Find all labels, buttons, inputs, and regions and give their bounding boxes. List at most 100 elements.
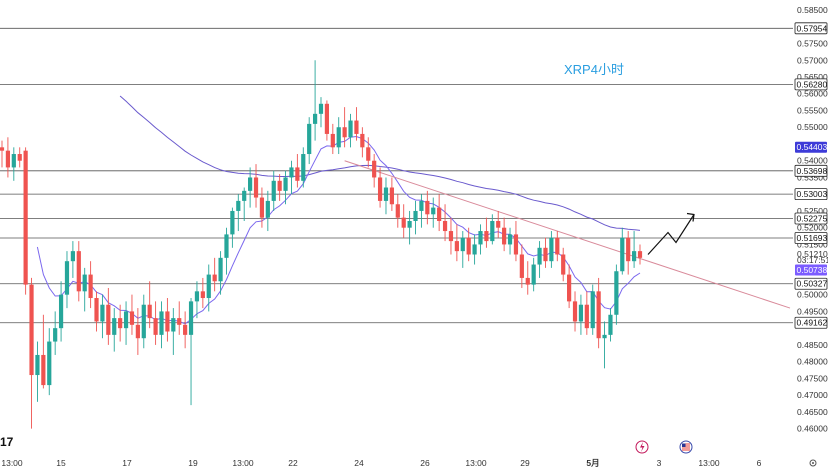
lightning-icon[interactable] bbox=[635, 440, 649, 454]
y-tick-label: 0.46500 bbox=[797, 407, 828, 417]
candle-body bbox=[23, 150, 28, 285]
time-axis[interactable]: 13:00 15 17 19 13:00 22 24 26 13:00 29 5月 3 13:00 6 bbox=[1, 458, 761, 468]
y-tick-label: 0.57000 bbox=[797, 55, 828, 65]
x-tick-label: 13:00 bbox=[465, 458, 487, 468]
candle bbox=[253, 164, 259, 208]
candle bbox=[188, 298, 194, 406]
candle-body bbox=[448, 231, 454, 242]
candle bbox=[177, 301, 182, 335]
candle-body bbox=[17, 154, 22, 161]
candle bbox=[549, 231, 554, 268]
candle-body bbox=[94, 298, 99, 322]
candle-body bbox=[437, 207, 442, 221]
candle-body bbox=[76, 251, 81, 292]
candle-body bbox=[401, 217, 406, 228]
candle bbox=[442, 204, 448, 242]
candle bbox=[330, 123, 335, 155]
candle-body bbox=[419, 200, 424, 211]
y-tick-label: 0.51210 bbox=[797, 249, 828, 259]
candle-body bbox=[490, 221, 495, 242]
level-badge: 0.49162 bbox=[794, 316, 827, 329]
candle-body bbox=[0, 147, 5, 151]
candle bbox=[106, 287, 111, 345]
level-badge-label: 0.53003 bbox=[797, 189, 828, 199]
candle bbox=[572, 291, 578, 332]
candle bbox=[171, 308, 176, 355]
candle bbox=[502, 217, 507, 252]
y-tick-label: 0.46000 bbox=[797, 424, 828, 434]
level-badge-label: 0.56280 bbox=[797, 79, 828, 89]
ma-fast-line bbox=[36, 135, 641, 325]
candle-body bbox=[242, 190, 247, 201]
y-tick-label: 0.57500 bbox=[797, 39, 828, 49]
candle bbox=[135, 308, 140, 355]
candle-body bbox=[212, 274, 217, 282]
x-tick-label: 29 bbox=[520, 458, 530, 468]
candle bbox=[206, 264, 211, 312]
us-flag-icon[interactable] bbox=[679, 440, 693, 454]
candle-body bbox=[502, 227, 507, 245]
descending-trendline bbox=[344, 160, 791, 309]
candle-body bbox=[472, 244, 477, 255]
candle-body bbox=[259, 197, 265, 218]
candle-body bbox=[602, 334, 607, 339]
candle bbox=[11, 147, 16, 181]
candle-body bbox=[395, 204, 400, 218]
candle bbox=[283, 170, 288, 205]
candle-body bbox=[366, 147, 371, 161]
x-tick-label: 3 bbox=[657, 458, 662, 468]
candle-body bbox=[123, 311, 129, 329]
x-tick-label: 17 bbox=[122, 458, 132, 468]
x-tick-label: 22 bbox=[288, 458, 298, 468]
candle-body bbox=[253, 177, 259, 198]
candle-body bbox=[106, 304, 111, 335]
settings-gear-icon[interactable] bbox=[809, 459, 817, 467]
candle bbox=[478, 224, 483, 255]
y-tick-label: 0.47500 bbox=[797, 373, 828, 383]
level-badge: 0.56280 bbox=[794, 78, 828, 91]
candle bbox=[112, 308, 117, 352]
candle bbox=[383, 177, 389, 215]
price-axis[interactable]: 0.58500 0.57500 0.57000 0.56500 0.56000 0.555… bbox=[794, 5, 828, 434]
candle-body bbox=[496, 221, 501, 228]
candle-body bbox=[442, 221, 448, 232]
candle bbox=[129, 294, 135, 335]
candle-body bbox=[47, 341, 52, 386]
candle bbox=[525, 261, 530, 295]
candle-body bbox=[188, 301, 194, 335]
y-tick-label: 0.54000 bbox=[797, 156, 828, 166]
candle-body bbox=[82, 274, 87, 292]
x-tick-label: 19 bbox=[188, 458, 198, 468]
candle-body bbox=[484, 231, 489, 242]
candle bbox=[94, 291, 99, 332]
candle-body bbox=[525, 277, 530, 285]
candle bbox=[513, 221, 519, 262]
candle-body bbox=[41, 354, 46, 386]
candle-body bbox=[372, 160, 377, 178]
candle bbox=[608, 308, 613, 342]
x-tick-label: 13:00 bbox=[698, 458, 720, 468]
candle bbox=[614, 264, 619, 325]
candle-body bbox=[620, 237, 625, 272]
x-tick-label: 13:00 bbox=[1, 458, 23, 468]
candle-body bbox=[342, 127, 347, 138]
candle bbox=[584, 291, 589, 335]
candle bbox=[519, 244, 524, 288]
candle bbox=[336, 117, 341, 155]
candle bbox=[301, 147, 306, 188]
level-badge-label: 0.57954 bbox=[797, 23, 828, 33]
candle bbox=[224, 227, 229, 275]
candle bbox=[342, 107, 347, 148]
candle-body bbox=[53, 328, 58, 342]
candle-body bbox=[555, 237, 560, 255]
candle bbox=[637, 244, 643, 265]
candle-body bbox=[513, 234, 519, 255]
candle bbox=[218, 251, 223, 295]
candle-body bbox=[377, 177, 383, 201]
candle-body bbox=[141, 304, 146, 339]
level-badge-label: 0.51693 bbox=[797, 233, 828, 243]
candle-body bbox=[637, 251, 643, 258]
candle-body bbox=[135, 324, 140, 339]
candle-body bbox=[389, 187, 394, 205]
candle-body bbox=[336, 127, 341, 148]
